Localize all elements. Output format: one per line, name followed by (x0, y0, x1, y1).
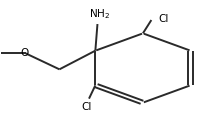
Text: O: O (21, 48, 29, 58)
Text: Cl: Cl (159, 14, 169, 24)
Text: NH$_2$: NH$_2$ (89, 7, 110, 21)
Text: Cl: Cl (82, 102, 92, 112)
